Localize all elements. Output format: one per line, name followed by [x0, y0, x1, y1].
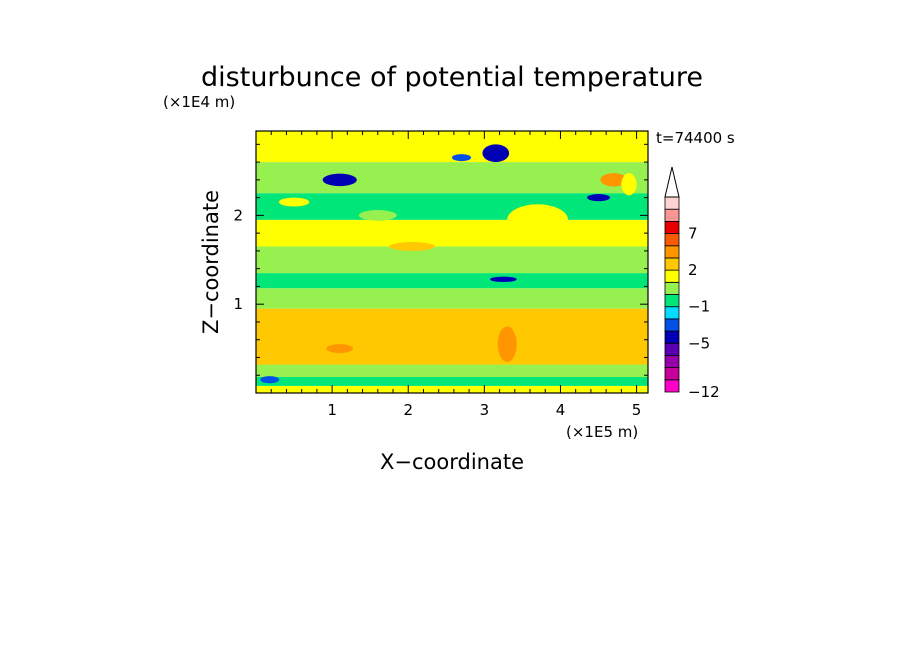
- plot-frame: [255, 130, 649, 394]
- contour-feature-6: [600, 173, 628, 187]
- contour-feature-4: [587, 194, 610, 202]
- contour-feature-11: [507, 204, 569, 236]
- colorbar-swatch-1: [664, 367, 680, 381]
- contour-band-4: [256, 288, 648, 309]
- colorbar-swatch-12: [664, 233, 680, 247]
- colorbar-swatch-6: [664, 306, 680, 320]
- colorbar-label-4: −12: [688, 383, 720, 401]
- axis-ticks: 1 2 3 4 5 1 2: [233, 131, 648, 419]
- contour-band-5: [256, 273, 648, 289]
- colorbar-swatch-3: [664, 342, 680, 356]
- colorbar-swatch-7: [664, 294, 680, 308]
- x-tick-label-4: 4: [556, 401, 566, 419]
- contour-feature-2: [452, 154, 472, 162]
- contour-feature-0: [260, 376, 280, 384]
- contour-feature-10: [358, 210, 397, 221]
- time-label: t=74400 s: [656, 129, 735, 147]
- colorbar-swatch-10: [664, 257, 680, 271]
- contour-band-6: [256, 246, 648, 274]
- contour-band-3: [256, 308, 648, 365]
- contour-band-9: [256, 162, 648, 194]
- colorbar-label-2: −1: [688, 298, 710, 316]
- contour-feature-12: [278, 197, 310, 207]
- colorbar-extend-arrow: [664, 166, 680, 198]
- colorbar-swatch-4: [664, 330, 680, 344]
- contour-band-8: [256, 193, 648, 220]
- y-axis-label: Z−coordinate: [199, 190, 223, 334]
- x-tick-label-5: 5: [632, 401, 642, 419]
- contour-band-2: [256, 364, 648, 378]
- y-tick-label-1: 1: [233, 295, 243, 313]
- colorbar: 7 2 −1 −5 −12: [664, 166, 720, 401]
- colorbar-label-1: 2: [688, 261, 698, 279]
- colorbar-swatch-8: [664, 281, 680, 295]
- contour-feature-7: [326, 344, 354, 354]
- colorbar-label-3: −5: [688, 334, 710, 352]
- colorbar-label-0: 7: [688, 225, 698, 243]
- contour-features: [260, 144, 637, 384]
- plot-area: [256, 131, 648, 393]
- contour-bands: [256, 131, 648, 393]
- colorbar-swatch-11: [664, 245, 680, 259]
- contour-feature-13: [621, 173, 637, 196]
- x-tick-label-1: 1: [327, 401, 337, 419]
- x-tick-label-3: 3: [480, 401, 490, 419]
- colorbar-swatch-9: [664, 269, 680, 283]
- contour-feature-1: [322, 173, 357, 187]
- colorbar-swatch-5: [664, 318, 680, 332]
- y-unit-label: (×1E4 m): [163, 93, 235, 111]
- contour-feature-3: [482, 144, 510, 163]
- colorbar-swatch-13: [664, 220, 680, 234]
- contour-band-10: [256, 131, 648, 163]
- contour-band-0: [256, 385, 648, 393]
- x-unit-label: (×1E5 m): [566, 423, 638, 441]
- chart-title: disturbunce of potential temperature: [201, 62, 703, 93]
- contour-feature-8: [497, 326, 517, 362]
- colorbar-swatch-14: [664, 208, 680, 222]
- contour-feature-5: [490, 276, 517, 282]
- x-axis-label: X−coordinate: [380, 450, 524, 474]
- x-tick-label-2: 2: [403, 401, 413, 419]
- contour-band-1: [256, 377, 648, 386]
- y-tick-label-2: 2: [233, 206, 243, 224]
- colorbar-swatch-2: [664, 355, 680, 369]
- contour-feature-9: [389, 242, 435, 251]
- colorbar-swatch-0: [664, 379, 680, 393]
- colorbar-swatch-15: [664, 196, 680, 210]
- contour-band-7: [256, 219, 648, 247]
